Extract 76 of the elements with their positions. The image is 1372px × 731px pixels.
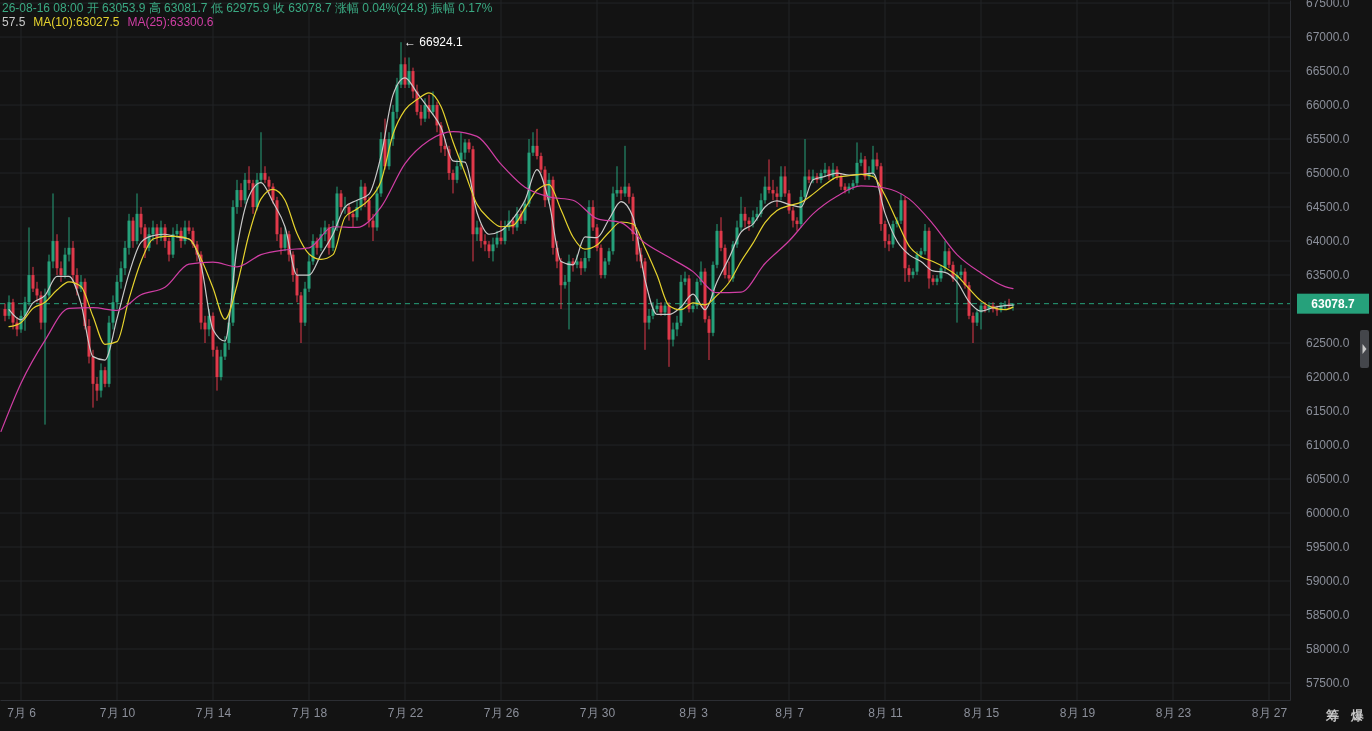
candlestick: [747, 216, 751, 232]
y-tick-label: 64500.0: [1306, 200, 1350, 215]
y-tick-label: 58000.0: [1306, 642, 1350, 657]
candlestick: [823, 162, 827, 177]
candlestick: [743, 206, 747, 228]
candlestick: [251, 179, 255, 215]
candlestick: [899, 192, 903, 225]
x-tick-label: 7月 26: [483, 705, 520, 720]
x-tick-label: 8月 15: [963, 705, 1000, 720]
text: 筹 爆: [1325, 707, 1365, 723]
candlestick: [423, 97, 427, 123]
x-tick-label: 8月 7: [775, 705, 805, 720]
x-tick-label: 7月 10: [99, 705, 136, 720]
text: MA(25):63300.6: [127, 15, 214, 30]
candlestick: [475, 220, 479, 242]
text: MA(10):63027.5: [33, 15, 120, 30]
candlestick: [131, 216, 135, 249]
x-tick-label: 8月 19: [1059, 705, 1096, 720]
candlestick: [499, 220, 503, 245]
x-tick-label: 8月 3: [679, 705, 709, 720]
y-tick-label: 67500.0: [1306, 0, 1350, 11]
candlestick: [487, 240, 491, 259]
candlestick: [495, 230, 499, 249]
candlestick: [923, 223, 927, 256]
candlestick: [3, 303, 7, 322]
candlestick: [103, 366, 107, 388]
candlestick: [659, 301, 663, 317]
candlestick: [339, 189, 343, 215]
candlestick: [623, 145, 627, 198]
candlestick: [315, 237, 319, 256]
x-tick-label: 8月 11: [868, 705, 904, 720]
y-tick-label: 65500.0: [1306, 132, 1350, 147]
y-tick-label: 62000.0: [1306, 370, 1350, 385]
x-tick-label: 7月 30: [579, 705, 616, 720]
candlestick: [283, 226, 287, 252]
candlestick: [99, 362, 103, 398]
x-tick-label: 7月 14: [195, 705, 232, 720]
candlestick: [479, 223, 483, 249]
x-tick-label: 7月 6: [7, 705, 37, 720]
y-tick-label: 61000.0: [1306, 438, 1350, 453]
x-tick-label: 8月 27: [1251, 705, 1288, 720]
y-tick-label: 65000.0: [1306, 166, 1350, 181]
candlestick: [775, 186, 779, 208]
y-tick-label: 61500.0: [1306, 404, 1350, 419]
y-tick-label: 60500.0: [1306, 472, 1350, 487]
candlestick: [779, 165, 783, 201]
ref-line-label: 63078.7: [1311, 296, 1356, 311]
text: 57.5: [2, 15, 26, 30]
candlestick: [403, 56, 407, 89]
candlestick: [171, 226, 175, 259]
y-tick-label: 67000.0: [1306, 30, 1350, 45]
candlestick: [871, 145, 875, 177]
y-tick-label: 62500.0: [1306, 336, 1350, 351]
y-tick-label: 60000.0: [1306, 506, 1350, 521]
candlestick: [579, 257, 583, 276]
annotation: 26-08-16 08:00 开 63053.9 高 63081.7 低 62975.9 收 63078.7 涨幅 0.04%(24.8) 振幅 0.17%: [2, 1, 493, 16]
y-tick-label: 59000.0: [1306, 574, 1350, 589]
x-tick-label: 7月 18: [291, 705, 328, 720]
y-tick-label: 66000.0: [1306, 98, 1350, 113]
y-tick-label: 57500.0: [1306, 676, 1350, 691]
candlestick: [351, 209, 355, 228]
candlestick: [959, 264, 963, 279]
y-tick-label: 64000.0: [1306, 234, 1350, 249]
candlestick: [431, 90, 435, 116]
y-tick-label: 59500.0: [1306, 540, 1350, 555]
annotation: ← 66924.1: [404, 35, 464, 50]
x-tick-label: 7月 22: [387, 705, 424, 720]
y-tick-label: 66500.0: [1306, 64, 1350, 79]
candlestick: [243, 172, 247, 205]
x-tick-label: 8月 23: [1155, 705, 1192, 720]
candlestick: [855, 141, 859, 188]
candlestick: [239, 182, 243, 208]
candlestick: [619, 186, 623, 201]
y-tick-label: 63500.0: [1306, 268, 1350, 283]
y-tick-label: 58500.0: [1306, 608, 1350, 623]
candlestick: [807, 169, 811, 184]
